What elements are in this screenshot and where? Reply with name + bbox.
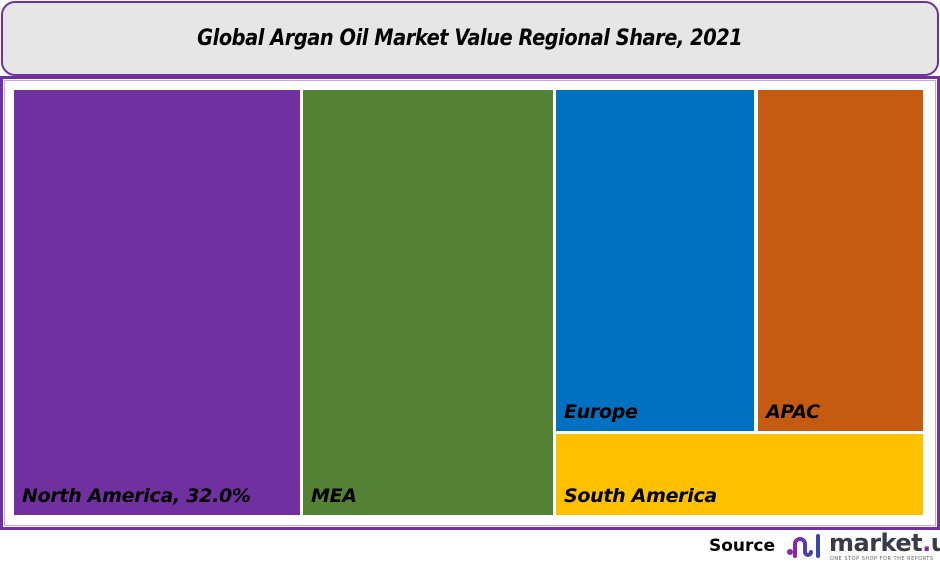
brand-logo-text: market.us bbox=[829, 529, 940, 557]
tile-europe: Europe bbox=[556, 90, 754, 431]
tile-mea: MEA bbox=[303, 90, 553, 515]
frame-inner-border bbox=[4, 80, 936, 526]
tile-south-america: South America bbox=[556, 434, 923, 515]
chart-title: Global Argan Oil Market Value Regional S… bbox=[197, 26, 743, 51]
tile-apac: APAC bbox=[758, 90, 923, 431]
brand-name: market bbox=[829, 529, 923, 557]
market-us-logo-icon bbox=[787, 534, 820, 558]
tile-label-mea: MEA bbox=[311, 485, 357, 507]
tile-label-apac: APAC bbox=[766, 401, 820, 423]
tile-label-north-america: North America, 32.0% bbox=[22, 485, 251, 507]
source-label: Source bbox=[709, 536, 776, 556]
chart-title-box: Global Argan Oil Market Value Regional S… bbox=[1, 1, 939, 76]
brand-dot: . bbox=[922, 529, 931, 557]
brand-tld: us bbox=[930, 529, 940, 557]
brand-tagline: ONE STOP SHOP FOR THE REPORTS bbox=[830, 556, 934, 562]
tile-label-south-america: South America bbox=[564, 485, 717, 507]
tile-label-europe: Europe bbox=[564, 401, 638, 423]
tile-north-america: North America, 32.0% bbox=[14, 90, 300, 515]
